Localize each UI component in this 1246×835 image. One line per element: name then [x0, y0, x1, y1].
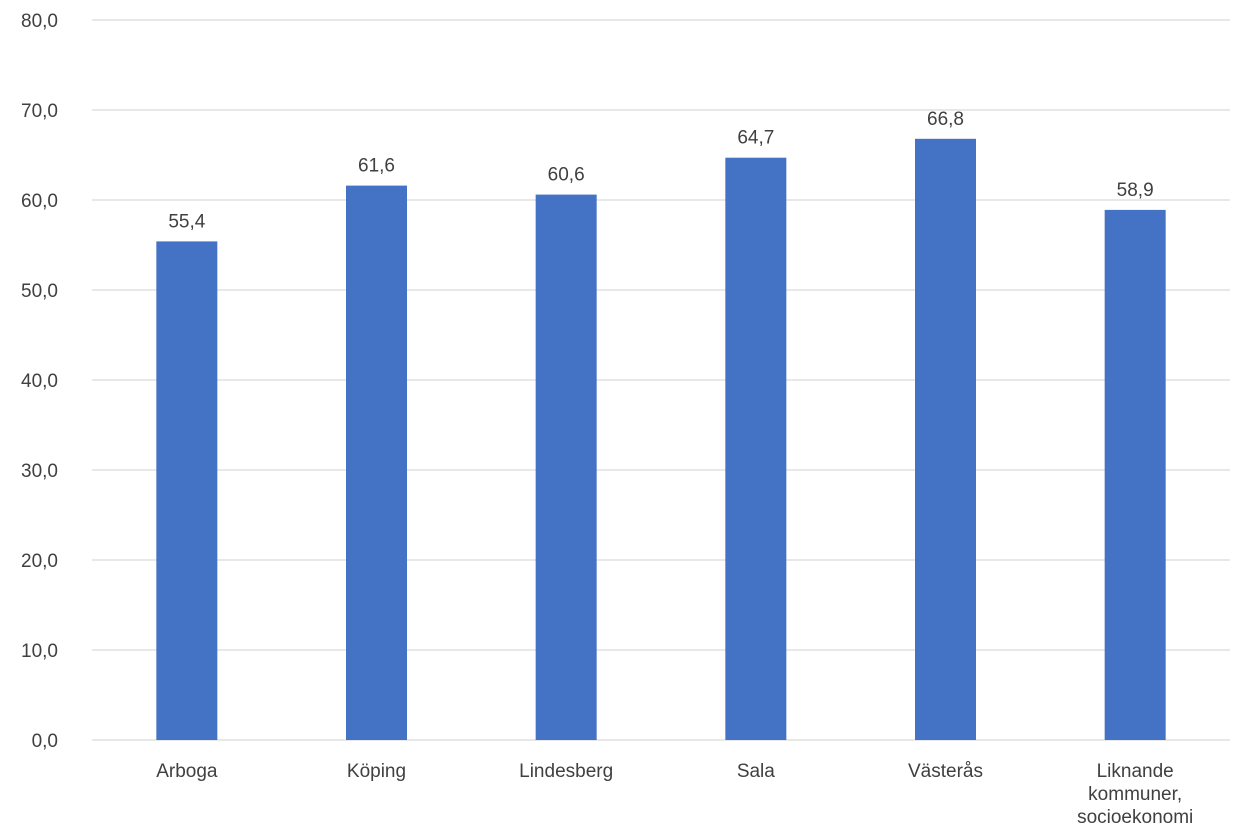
gridlines: [92, 19, 1230, 741]
category-label-5: Liknande kommuner, socioekonomi: [1077, 761, 1193, 828]
y-tick-label: 60,0: [21, 191, 58, 212]
data-label-1: 61,6: [358, 156, 395, 177]
category-label-1: Köping: [347, 761, 406, 782]
data-labels: 55,4 61,6 60,6 64,7 66,8 58,9: [168, 109, 1153, 233]
bar-5: [1104, 209, 1166, 740]
data-label-4: 66,8: [927, 109, 964, 130]
y-tick-label: 0,0: [32, 731, 58, 752]
y-tick-label: 40,0: [21, 371, 58, 392]
x-axis: Arboga Köping Lindesberg Sala Västerås Liknan…: [156, 761, 1193, 828]
y-tick-label: 30,0: [21, 461, 58, 482]
y-tick-label: 20,0: [21, 551, 58, 572]
y-tick-label: 70,0: [21, 101, 58, 122]
data-label-5: 58,9: [1117, 180, 1154, 201]
bar-0: [156, 241, 218, 740]
bar-2: [535, 194, 597, 741]
y-tick-label: 80,0: [21, 11, 58, 32]
bar-1: [346, 185, 407, 741]
bar-3: [725, 157, 787, 740]
y-tick-label: 50,0: [21, 281, 58, 302]
category-label-3: Sala: [737, 761, 775, 782]
category-label-4: Västerås: [908, 761, 983, 782]
y-axis: 0,0 10,0 20,0 30,0 40,0 50,0 60,0 70,0 80,0: [21, 11, 58, 752]
data-label-2: 60,6: [548, 165, 585, 186]
category-label-2: Lindesberg: [519, 761, 613, 782]
data-label-3: 64,7: [737, 128, 774, 149]
y-tick-label: 10,0: [21, 641, 58, 662]
category-label-0: Arboga: [156, 761, 218, 782]
bar-4: [915, 138, 976, 741]
data-label-0: 55,4: [168, 211, 205, 232]
bars: [156, 138, 1166, 741]
